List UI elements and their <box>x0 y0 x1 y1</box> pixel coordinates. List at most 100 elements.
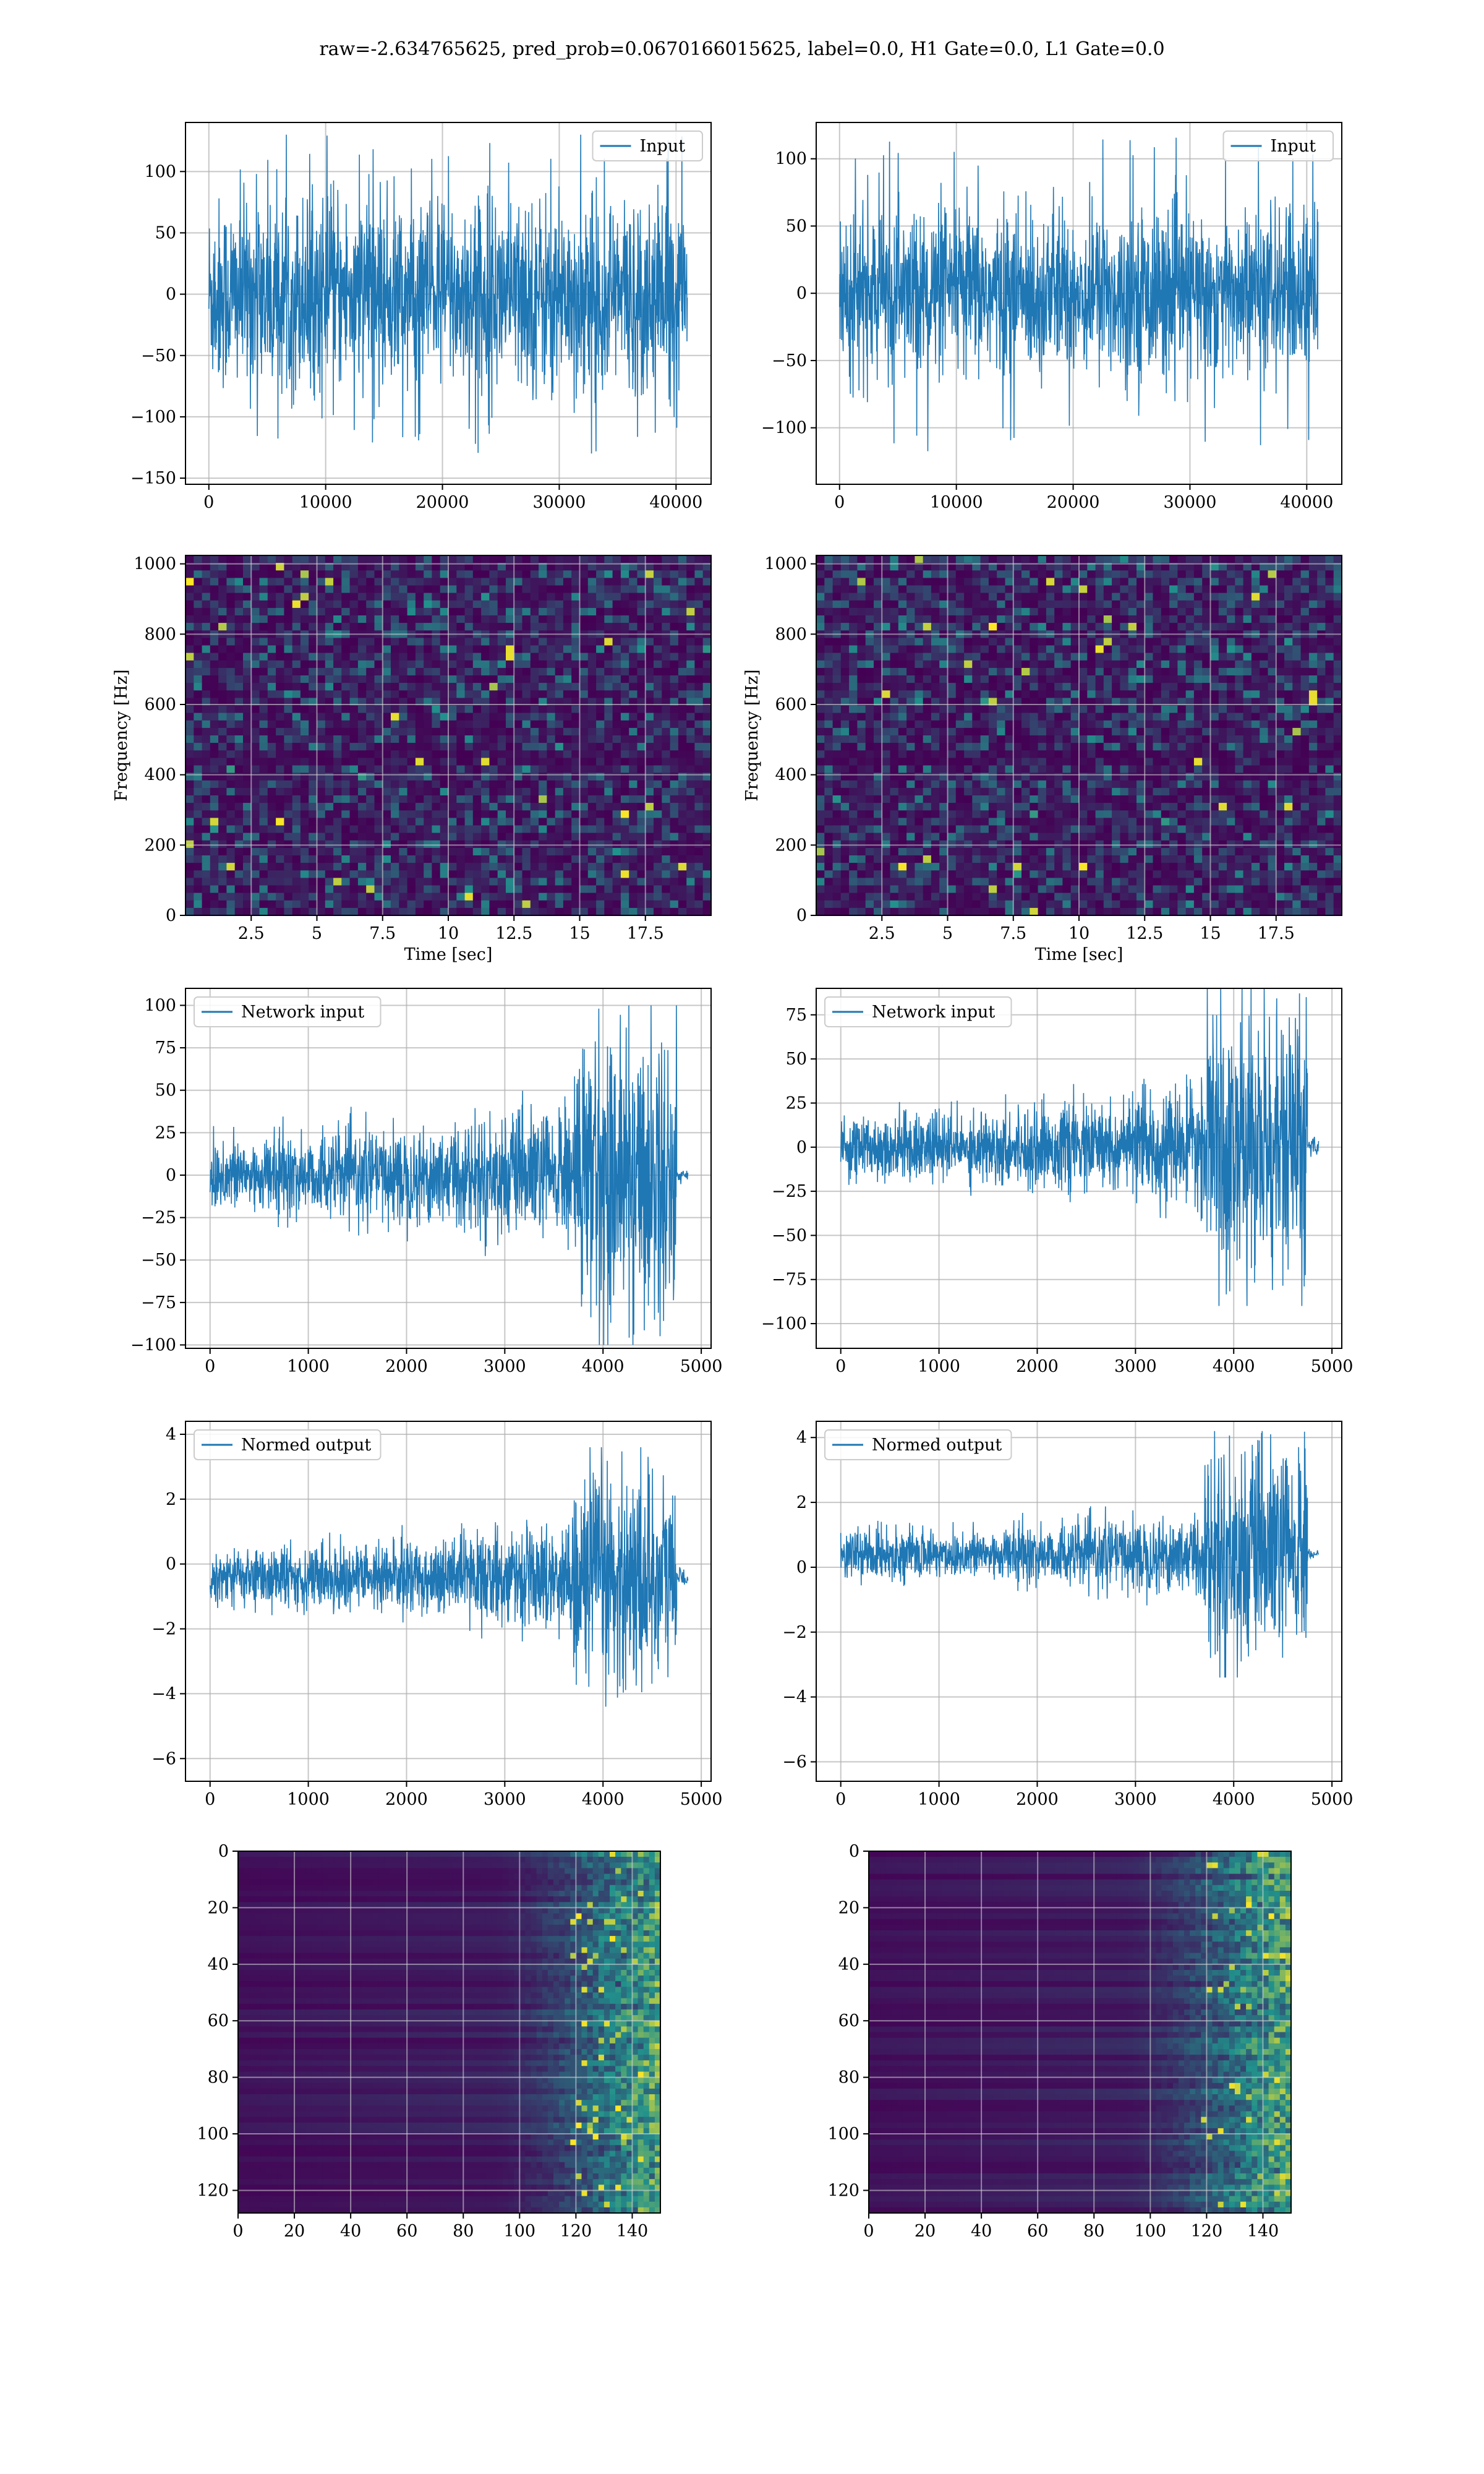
heatmap-cell <box>357 638 367 646</box>
heatmap-cell <box>1243 563 1252 571</box>
heatmap-cell <box>816 645 825 654</box>
heatmap-cell <box>1193 653 1203 661</box>
heatmap-cell <box>662 743 671 751</box>
heatmap-cell <box>686 645 696 654</box>
heatmap-cell <box>251 840 260 849</box>
heatmap-cell <box>1005 675 1014 683</box>
heatmap-cell <box>497 870 506 878</box>
heatmap-cell <box>1005 653 1014 661</box>
heatmap-cell <box>391 720 399 729</box>
heatmap-cell <box>694 803 704 811</box>
heatmap-cell <box>448 675 457 683</box>
heatmap-cell <box>202 667 211 676</box>
heatmap-cell <box>604 780 613 789</box>
heatmap-cell <box>506 638 514 646</box>
heatmap-cell <box>587 773 597 781</box>
heatmap-cell <box>629 780 638 789</box>
heatmap-cell <box>407 818 416 826</box>
heatmap-cell <box>415 660 424 669</box>
heatmap-cell <box>243 727 252 736</box>
heatmap-cell <box>1317 660 1326 669</box>
heatmap-cell <box>662 855 671 863</box>
heatmap-cell <box>424 787 433 796</box>
heatmap-cell <box>997 698 1006 706</box>
heatmap-cell <box>415 683 424 691</box>
heatmap-cell <box>497 555 506 563</box>
heatmap-cell <box>596 780 605 789</box>
heatmap-cell <box>571 623 581 631</box>
heatmap-cell <box>923 660 932 669</box>
heatmap-cell <box>1243 758 1252 766</box>
heatmap-cell <box>349 870 359 878</box>
heatmap-cell <box>1210 578 1219 586</box>
heatmap-cell <box>1046 653 1055 661</box>
heatmap-cell <box>1120 623 1129 631</box>
heatmap-cell <box>1136 653 1145 661</box>
heatmap-cell <box>1333 720 1342 729</box>
heatmap-cell <box>1284 675 1293 683</box>
heatmap-cell <box>325 585 334 594</box>
heatmap-cell <box>604 675 613 683</box>
heatmap-cell <box>947 615 957 623</box>
heatmap-cell <box>267 870 276 878</box>
heatmap-cell <box>234 690 244 698</box>
heatmap-cell <box>243 705 252 714</box>
heatmap-cell <box>612 690 621 698</box>
heatmap-cell <box>284 743 293 751</box>
heatmap-cell <box>276 803 284 811</box>
heatmap-cell <box>1153 743 1162 751</box>
heatmap-cell <box>325 615 334 623</box>
heatmap-cell <box>1038 705 1047 714</box>
heatmap-cell <box>547 615 556 623</box>
heatmap-cell <box>612 878 621 886</box>
heatmap-cell <box>366 855 375 863</box>
heatmap-cell <box>931 690 940 698</box>
heatmap-cell <box>497 735 506 743</box>
heatmap-cell <box>955 555 965 563</box>
heatmap-cell <box>939 615 949 623</box>
heatmap-cell <box>415 810 424 818</box>
heatmap-cell <box>587 907 597 916</box>
heatmap-cell <box>874 735 882 743</box>
heatmap-cell <box>317 623 326 631</box>
heatmap-cell <box>1202 705 1211 714</box>
heatmap-cell <box>284 847 293 856</box>
heatmap-cell <box>832 743 842 751</box>
heatmap-cell <box>481 607 490 616</box>
heatmap-cell <box>226 690 236 698</box>
heatmap-cell <box>571 645 581 654</box>
heatmap-cell <box>604 690 613 698</box>
heatmap-cell <box>317 795 326 803</box>
heatmap-cell <box>1095 667 1104 676</box>
heatmap-cell <box>325 705 334 714</box>
heatmap-cell <box>194 743 203 751</box>
heatmap-cell <box>1046 750 1055 758</box>
heatmap-cell <box>497 743 506 751</box>
heatmap-cell <box>620 743 629 751</box>
heatmap-cell <box>1062 653 1072 661</box>
heatmap-cell <box>210 840 219 849</box>
heatmap-cell <box>997 675 1006 683</box>
heatmap-cell <box>604 645 613 654</box>
heatmap-cell <box>341 855 351 863</box>
heatmap-cell <box>309 743 318 751</box>
heatmap-cell <box>678 593 687 601</box>
heatmap-cell <box>349 607 359 616</box>
heatmap-cell <box>1005 698 1014 706</box>
heatmap-cell <box>243 803 252 811</box>
heatmap-cell <box>341 773 351 781</box>
heatmap-cell <box>874 555 882 563</box>
heatmap-cell <box>1087 683 1096 691</box>
heatmap-cell <box>1005 593 1014 601</box>
heatmap-cell <box>1161 713 1170 721</box>
heatmap-cell <box>931 615 940 623</box>
heatmap-cell <box>415 907 424 916</box>
heatmap-cell <box>194 795 203 803</box>
heatmap-cell <box>415 743 424 751</box>
heatmap-cell <box>276 667 284 676</box>
heatmap-cell <box>1317 653 1326 661</box>
heatmap-cell <box>276 870 284 878</box>
heatmap-cell <box>506 795 514 803</box>
heatmap-cell <box>514 795 523 803</box>
heatmap-cell <box>333 600 342 609</box>
